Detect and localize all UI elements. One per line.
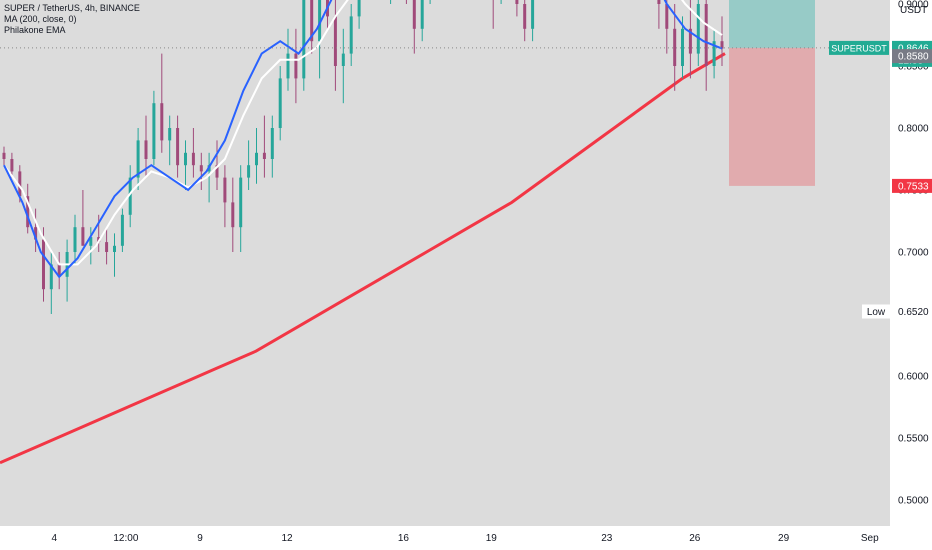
ema-slow-line[interactable] [3,0,723,266]
chart-legend: SUPER / TetherUS, 4h, BINANCE MA (200, c… [4,3,140,36]
price-axis-background[interactable] [890,0,932,526]
candle-body[interactable] [42,239,45,290]
candle-body[interactable] [688,28,692,54]
candle-body[interactable] [696,4,700,54]
candle-body[interactable] [199,165,203,172]
candle-body[interactable] [128,177,132,215]
y-tick-label: 0.9000 [898,0,929,11]
candle-body[interactable] [152,103,156,159]
candle-body[interactable] [310,0,314,42]
time-axis-background[interactable] [0,526,932,550]
y-tick-label: 0.6000 [898,372,929,383]
candle-body[interactable] [294,53,298,79]
candle-body[interactable] [144,140,148,159]
candle-body[interactable] [523,4,527,29]
candle-body[interactable] [412,0,416,29]
candle-body[interactable] [665,4,669,29]
candle-body[interactable] [89,237,93,246]
candle-body[interactable] [673,28,677,66]
candle-body[interactable] [278,78,282,128]
candle-body[interactable] [704,4,708,66]
symbol-tag-box[interactable] [829,40,889,55]
x-tick-label: 9 [197,533,203,544]
candle-body[interactable] [191,152,195,166]
y-tick-label: 0.7000 [898,248,929,259]
candle-body[interactable] [247,165,251,178]
candle-body[interactable] [720,41,724,49]
candle-body[interactable] [113,245,116,252]
candle-body[interactable] [18,171,22,197]
x-tick-label: 19 [486,533,498,544]
candle-body[interactable] [262,152,266,159]
candle-body[interactable] [26,196,30,228]
price-tag-box [894,304,930,319]
price-tag-value: 0.6520 [898,307,929,318]
y-tick-label: 0.5500 [898,434,929,445]
x-tick-label: Sep [861,533,879,544]
candle-body[interactable] [531,0,535,29]
candle-body[interactable] [176,128,180,166]
y-tick-label: 0.5000 [898,496,929,507]
price-tag-box[interactable] [892,178,932,193]
legend-symbol[interactable]: SUPER / TetherUS, 4h, BINANCE [4,3,140,13]
candle-body[interactable] [341,53,345,66]
candle-body[interactable] [223,177,227,203]
candle-body[interactable] [286,53,290,79]
candle-body[interactable] [215,165,219,178]
candle-body[interactable] [120,214,124,246]
candle-body[interactable] [160,103,164,141]
candle-body[interactable] [105,242,109,252]
candle-body[interactable] [57,264,61,277]
price-tag-prefix-box [862,304,890,319]
legend-ema[interactable]: Philakone EMA [4,25,66,35]
profit-zone[interactable] [729,0,815,48]
candle-body[interactable] [231,202,235,228]
candle-body[interactable] [10,159,14,172]
candle-body[interactable] [81,227,85,246]
candle-body[interactable] [712,41,716,66]
candle-body[interactable] [515,0,519,4]
candle-body[interactable] [49,264,53,290]
price-tag-value: 0.8580 [898,52,929,63]
x-tick-label: 26 [689,533,701,544]
symbol-tag-label: SUPERUSDT [831,43,887,53]
ema-fast-line[interactable] [3,0,723,279]
candle-body[interactable] [184,152,187,166]
candle-body[interactable] [302,0,306,79]
candle-body[interactable] [681,28,684,66]
candle-body[interactable] [255,152,258,166]
candle-body[interactable] [168,128,172,141]
candle-body[interactable] [2,152,6,159]
candle-body[interactable] [270,128,274,159]
x-tick-label: 12 [281,533,293,544]
x-tick-label: 16 [398,533,410,544]
y-tick-label: 0.8000 [898,124,929,135]
x-tick-label: 12:00 [113,533,138,544]
candle-body[interactable] [333,16,337,66]
candle-body[interactable] [73,227,77,252]
x-tick-label: 4 [52,533,58,544]
x-tick-label: 23 [601,533,613,544]
y-tick-label: 0.8500 [898,62,929,73]
candle-body[interactable] [357,0,361,17]
ma-200-line[interactable] [0,52,726,465]
candle-body[interactable] [420,0,424,29]
candle-body[interactable] [318,0,322,42]
candle-body[interactable] [34,227,38,240]
price-tag-box[interactable] [892,49,932,64]
price-tag-prefix: Low [867,307,886,318]
currency-label[interactable]: USDT [900,5,928,16]
legend-ma[interactable]: MA (200, close, 0) [4,14,77,24]
loss-zone[interactable] [729,47,815,186]
candle-body[interactable] [349,16,353,54]
price-tag-value: 0.7533 [898,181,929,192]
candle-body[interactable] [657,0,661,4]
x-tick-label: 29 [778,533,790,544]
candle-body[interactable] [239,177,243,228]
candle-body[interactable] [136,140,140,178]
price-tag-value: 0.8646 [898,43,929,54]
